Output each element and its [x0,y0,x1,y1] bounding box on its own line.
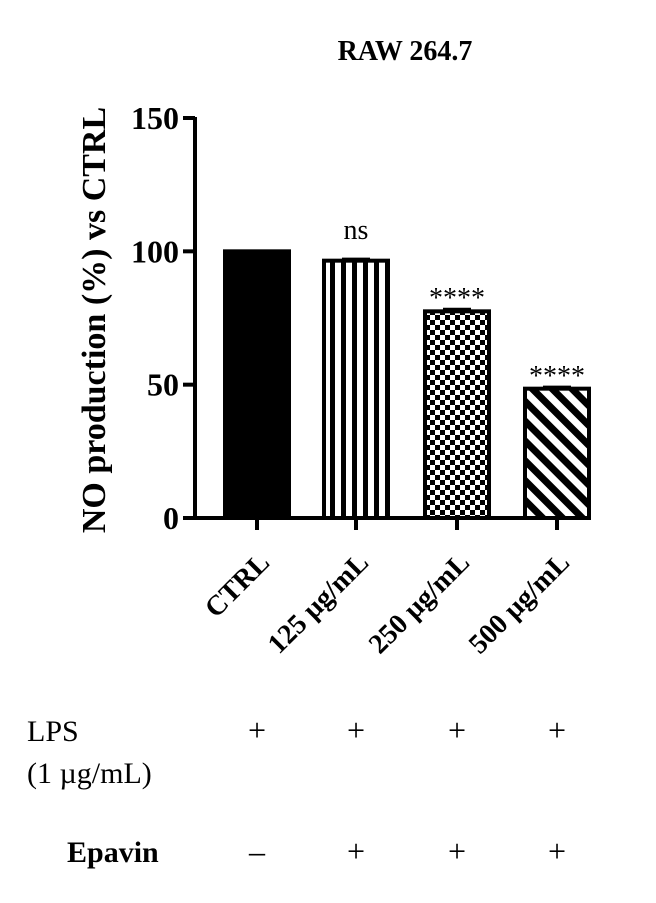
bar-2 [423,309,491,521]
treatment-sign: + [448,712,466,748]
treatment-sign: + [347,712,365,748]
bar-1 [322,258,390,520]
significance-label: **** [529,361,585,392]
significance-label: **** [429,283,485,314]
y-tick-label: 150 [131,100,179,136]
treatment-sign: + [548,712,566,748]
y-tick-label: 50 [147,367,179,403]
bar-3 [523,386,591,520]
y-tick-label: 100 [131,233,179,269]
bar-0 [223,249,291,520]
x-tick-label: CTRL [199,547,276,624]
y-axis-label: NO production (%) vs CTRL [76,107,113,533]
treatment-label: (1 µg/mL) [27,757,152,790]
treatment-sign: – [248,833,266,869]
bars [223,249,591,521]
treatment-label: LPS [27,715,79,748]
significance-label: ns [344,215,369,246]
treatment-sign: + [347,833,365,869]
y-axis-ticks: 0 50 100 150 [131,100,195,536]
treatment-sign: + [248,712,266,748]
chart-title: RAW 264.7 [338,36,473,67]
x-tick-label: 250 µg/mL [363,547,476,660]
x-tick-label: 500 µg/mL [463,547,576,660]
treatment-sign: + [448,833,466,869]
y-tick-label: 0 [163,500,179,536]
x-tick-label: 125 µg/mL [262,547,375,660]
treatment-sign: + [548,833,566,869]
treatment-label: Epavin [67,836,159,869]
significance-labels: ns **** **** [344,215,585,392]
treatment-table: LPS (1 µg/mL) + + + + Epavin – + + + [27,712,566,869]
